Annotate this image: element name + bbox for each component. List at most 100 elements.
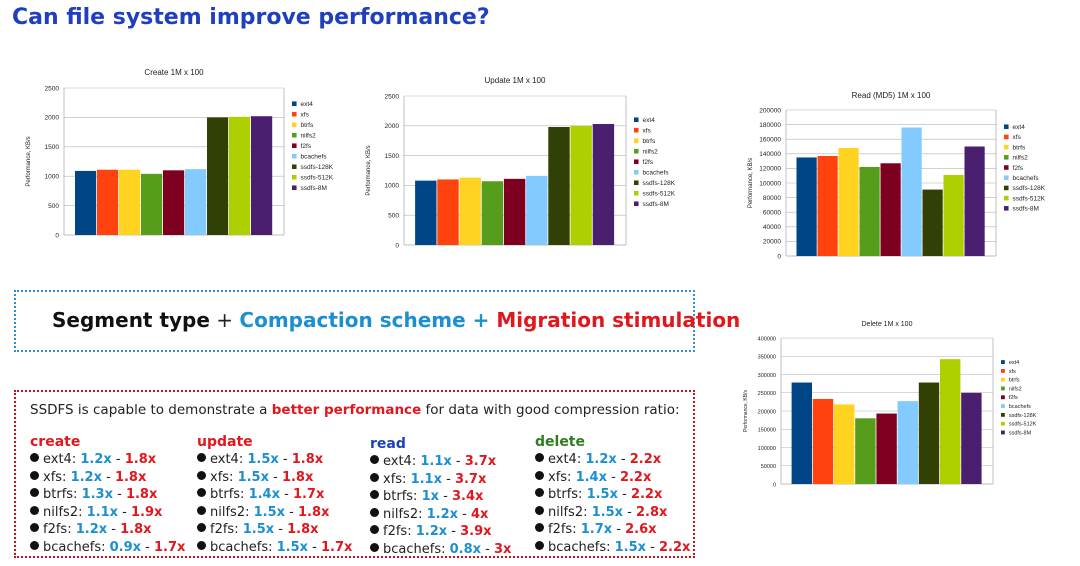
legend-label: xfs: [301, 112, 310, 119]
bar-ssdfs-512K: [940, 359, 961, 484]
y-tick-label: 0: [55, 232, 59, 239]
bar-ext4: [415, 180, 437, 245]
chart-title: Read (MD5) 1M x 100: [852, 91, 931, 100]
legend-label: bcachefs: [1013, 175, 1040, 182]
y-tick-label: 500: [48, 203, 59, 210]
legend-swatch: [1004, 134, 1009, 140]
legend-label: f2fs: [301, 143, 312, 150]
ratio-separator: -: [285, 504, 298, 520]
ratio-row: btrfs: 1.3x - 1.8x: [30, 486, 185, 504]
legend-label: btrfs: [643, 138, 656, 145]
ratio-low: 0.8x: [449, 541, 482, 557]
legend-swatch: [634, 169, 639, 175]
bullet-icon: [370, 507, 379, 517]
ratio-row: ext4: 1.1x - 3.7x: [370, 453, 511, 471]
ratio-row: ext4: 1.2x - 2.2x: [535, 451, 690, 469]
bar-xfs: [812, 398, 834, 484]
bullet-icon: [197, 505, 206, 515]
ratio-low: 1.5x: [614, 539, 647, 555]
fs-name: xfs:: [548, 469, 576, 485]
bar-f2fs: [876, 413, 897, 484]
y-tick-label: 140000: [759, 151, 781, 158]
ratio-high: 4x: [471, 506, 489, 522]
bar-ssdfs-512K: [943, 174, 964, 256]
legend-swatch: [1001, 421, 1005, 426]
fs-name: nilfs2:: [210, 504, 254, 520]
ratio-high: 1.8x: [291, 452, 324, 467]
bar-f2fs: [880, 163, 901, 256]
bullet-icon: [197, 488, 206, 497]
legend-label: ssdfs-128K: [643, 180, 676, 187]
y-tick-label: 150000: [758, 428, 776, 434]
ratio-separator: -: [617, 487, 631, 502]
bullet-icon: [370, 490, 379, 499]
ratio-high: 1.8x: [281, 469, 314, 485]
bullet-icon: [30, 470, 39, 480]
ratio-row: f2fs: 1.7x - 2.6x: [535, 521, 690, 539]
legend-label: btrfs: [1009, 378, 1020, 384]
ratio-row: f2fs: 1.2x - 1.8x: [30, 521, 185, 539]
ratio-separator: -: [481, 541, 495, 557]
bullet-icon: [30, 540, 39, 550]
bar-bcachefs: [526, 175, 548, 245]
legend-swatch: [292, 185, 297, 190]
ratio-separator: -: [439, 489, 452, 504]
ratio-high: 2.2x: [619, 469, 652, 485]
intro-text: for data with good compression ratio:: [421, 402, 680, 418]
ratio-low: 1.1x: [420, 454, 452, 469]
fs-name: bcachefs:: [43, 539, 110, 555]
ratio-low: 1.7x: [580, 522, 613, 537]
legend-label: xfs: [1009, 369, 1016, 375]
y-tick-label: 200000: [758, 409, 776, 415]
y-tick-label: 50000: [761, 464, 776, 470]
legend-swatch: [1001, 377, 1005, 382]
bullet-icon: [197, 470, 206, 480]
ratio-low: 1.5x: [247, 452, 279, 467]
ratio-separator: -: [111, 452, 125, 467]
ratio-high: 2.2x: [630, 487, 663, 502]
chart-read: Read (MD5) 1M x 100 0 20000 40000 60000 80000…: [732, 86, 1062, 266]
legend-label: btrfs: [1013, 144, 1026, 151]
legend-label: nilfs2: [1009, 386, 1022, 392]
bar-ssdfs-8M: [961, 392, 982, 484]
fs-name: f2fs:: [210, 522, 243, 537]
y-tick-label: 0: [395, 242, 399, 249]
legend-swatch: [1001, 386, 1005, 391]
bullet-icon: [535, 453, 544, 462]
plus-sign: +: [465, 308, 497, 332]
y-tick-label: 1000: [385, 183, 400, 190]
ratio-low: 1.2x: [80, 452, 112, 467]
column-delete: delete ext4: 1.2x - 2.2x xfs: 1.4x - 2.2x b…: [535, 434, 690, 556]
performance-box: SSDFS is capable to demonstrate a better…: [14, 390, 695, 558]
segment-statement: Segment type + Compaction scheme + Migra…: [52, 308, 740, 332]
legend-label: ssdfs-128K: [1009, 413, 1037, 419]
bar-btrfs: [838, 147, 859, 256]
bullet-icon: [535, 470, 544, 480]
legend-swatch: [1001, 368, 1005, 373]
ratio-high: 2.8x: [636, 504, 668, 520]
legend-label: ssdfs-128K: [1013, 185, 1046, 192]
ratio-low: 1.1x: [86, 504, 119, 520]
legend-label: f2fs: [1009, 395, 1018, 401]
ratio-low: 1.5x: [237, 469, 269, 485]
legend-swatch: [292, 132, 297, 138]
bullet-icon: [30, 505, 39, 515]
ratio-separator: -: [451, 454, 465, 469]
legend-label: ssdfs-512K: [643, 191, 676, 198]
bar-ext4: [75, 170, 97, 235]
fs-name: nilfs2:: [383, 506, 427, 522]
y-tick-label: 2500: [385, 93, 400, 100]
bar-ssdfs-8M: [964, 146, 985, 256]
bullet-icon: [535, 488, 544, 497]
chart-delete: Delete 1M x 100 0 50000 100000 150000 200000 2…: [735, 316, 1055, 491]
ratio-high: 3.7x: [454, 471, 487, 487]
bullet-icon: [370, 542, 379, 552]
ratio-row: f2fs: 1.2x - 3.9x: [370, 523, 511, 541]
ratio-high: 2.2x: [629, 452, 662, 467]
fs-name: ext4:: [383, 454, 421, 469]
y-tick-label: 500: [388, 213, 399, 220]
bar-bcachefs: [901, 127, 922, 256]
ratio-row: ext4: 1.5x - 1.8x: [197, 451, 352, 469]
fs-name: btrfs:: [548, 487, 587, 502]
bar-bcachefs: [185, 169, 207, 235]
